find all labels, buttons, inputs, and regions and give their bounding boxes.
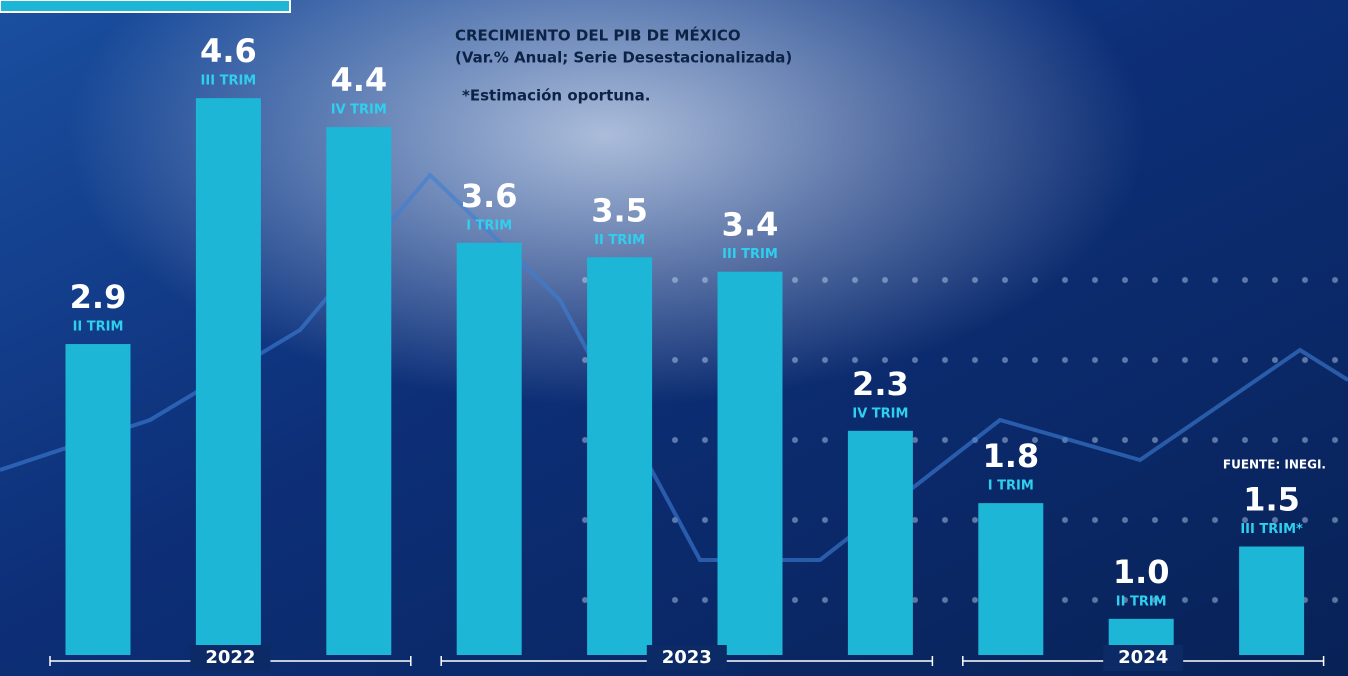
year-label: 2024 xyxy=(1118,647,1168,668)
value-label: 4.4 xyxy=(330,61,387,99)
bar xyxy=(65,344,131,655)
value-label: 4.6 xyxy=(200,32,257,70)
quarter-label: I TRIM xyxy=(988,479,1034,494)
year-label-bg xyxy=(646,645,727,671)
value-label: 2.9 xyxy=(70,278,127,316)
year-label-bg xyxy=(190,645,271,671)
quarter-label: I TRIM xyxy=(466,218,512,233)
bar xyxy=(1239,546,1305,655)
year-label: 2022 xyxy=(205,647,255,668)
value-label: 2.3 xyxy=(852,365,909,403)
value-label: 3.5 xyxy=(591,191,648,229)
bar xyxy=(587,257,653,655)
bar xyxy=(978,503,1044,655)
value-label: 1.5 xyxy=(1243,481,1300,519)
year-label-bg xyxy=(1103,645,1184,671)
chart-subtitle: (Var.% Anual; Serie Desestacionalizada) xyxy=(455,49,792,67)
quarter-label: II TRIM xyxy=(73,320,124,335)
dot-pattern xyxy=(560,250,1348,630)
bar xyxy=(847,430,913,655)
bar xyxy=(456,242,522,656)
quarter-label: III TRIM* xyxy=(1240,522,1303,537)
value-label: 1.8 xyxy=(982,437,1039,475)
value-label: 3.4 xyxy=(722,206,779,244)
quarter-label: III TRIM xyxy=(201,74,257,89)
source: FUENTE: INEGI. xyxy=(1223,458,1326,472)
header-box xyxy=(0,0,291,13)
quarter-label: IV TRIM xyxy=(852,406,908,421)
quarter-label: II TRIM xyxy=(1116,594,1167,609)
bar xyxy=(717,271,783,655)
chart-title: CRECIMIENTO DEL PIB DE MÉXICO xyxy=(455,26,741,45)
value-label: 1.0 xyxy=(1113,553,1170,591)
quarter-label: IV TRIM xyxy=(331,103,387,118)
note: *Estimación oportuna. xyxy=(462,87,650,105)
quarter-label: III TRIM xyxy=(722,247,778,262)
quarter-label: II TRIM xyxy=(594,233,645,248)
bar xyxy=(326,127,392,655)
bar xyxy=(195,98,261,655)
value-label: 3.6 xyxy=(461,177,518,215)
year-label: 2023 xyxy=(662,647,712,668)
